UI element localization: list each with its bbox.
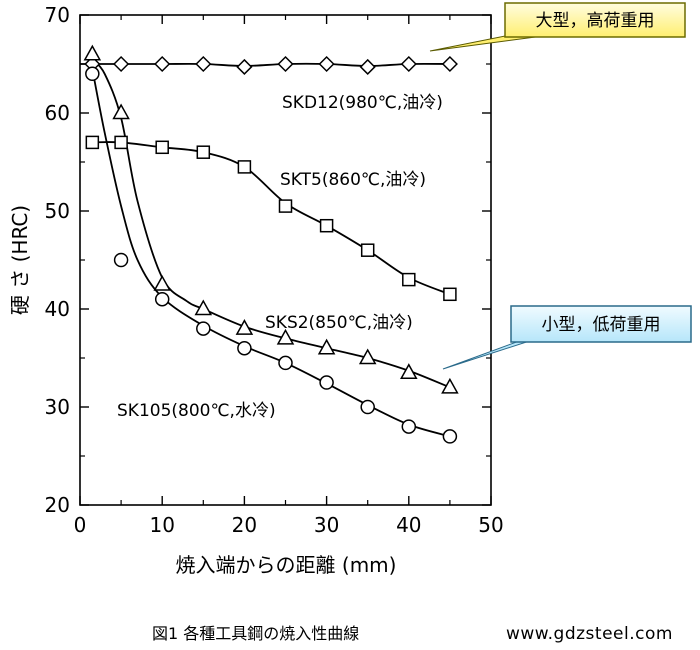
series-label-sks2: SKS2(850℃,油冷) — [265, 313, 413, 333]
series-curves — [79, 58, 451, 438]
point-skd12-diamond — [195, 55, 212, 73]
point-sks2-triangle — [400, 363, 418, 379]
point-skt5-square — [196, 145, 211, 159]
point-skt5-square — [278, 199, 293, 213]
point-skd12-diamond — [154, 55, 171, 73]
point-skd12-diamond — [400, 55, 417, 73]
point-sks2-triangle — [83, 44, 102, 61]
series-line-skd12 — [79, 62, 450, 67]
x-tick-label: 10 — [149, 513, 174, 537]
point-sk105-circle — [319, 375, 334, 390]
callout-large-high-load: 大型，高荷重用 — [429, 2, 686, 52]
callout-box-yellow — [504, 2, 686, 38]
x-tick-label: 50 — [478, 513, 503, 537]
series-label-skt5: SKT5(860℃,油冷) — [280, 170, 426, 190]
point-sks2-triangle — [153, 274, 171, 291]
point-skd12-diamond — [113, 55, 130, 73]
point-sk105-circle — [442, 429, 458, 444]
point-skd12-diamond — [441, 55, 458, 73]
x-tick-label: 40 — [396, 513, 421, 537]
point-sks2-triangle — [235, 319, 254, 335]
point-sks2-triangle — [112, 103, 130, 120]
x-tick-label: 0 — [74, 513, 87, 537]
x-tick-label: 30 — [314, 513, 339, 537]
y-tick-label: 20 — [45, 493, 70, 517]
y-tick-label: 70 — [45, 3, 70, 27]
series-markers — [83, 44, 459, 444]
figure-caption: 図1 各種工具鋼の焼入性曲線 — [152, 624, 359, 643]
point-sk105-circle — [154, 291, 170, 307]
point-skt5-square — [237, 160, 252, 174]
point-sk105-circle — [113, 252, 129, 268]
point-skd12-diamond — [277, 55, 294, 73]
point-skt5-square — [85, 135, 100, 150]
point-skt5-square — [155, 140, 169, 155]
point-sks2-triangle — [358, 348, 377, 365]
callout-text-large-high-load: 大型，高荷重用 — [536, 11, 655, 31]
point-sk105-circle — [278, 355, 293, 371]
tick-labels: 0 10 20 30 40 50 20 30 40 50 60 70 — [45, 3, 504, 537]
point-skt5-square — [114, 135, 128, 150]
point-sks2-triangle — [317, 338, 336, 355]
point-skd12-diamond — [318, 55, 335, 73]
x-tick-label: 20 — [232, 513, 257, 537]
point-sk105-circle — [237, 340, 252, 356]
point-skd12-diamond — [359, 58, 376, 76]
y-tick-label: 30 — [45, 395, 70, 419]
point-skt5-square — [443, 287, 457, 302]
point-sks2-triangle — [441, 377, 459, 394]
point-sks2-triangle — [276, 328, 295, 345]
point-sk105-circle — [401, 419, 417, 434]
point-skt5-square — [360, 243, 375, 257]
point-skd12-diamond — [236, 58, 253, 76]
point-sk105-circle — [85, 66, 100, 82]
point-skt5-square — [319, 218, 334, 233]
callout-text-small-low-load: 小型，低荷重用 — [542, 315, 661, 335]
callout-box-blue — [510, 305, 692, 343]
series-line-skt5 — [92, 141, 451, 296]
point-sk105-circle — [360, 399, 375, 415]
series-label-skd12: SKD12(980℃,油冷) — [282, 93, 443, 113]
callout-small-low-load: 小型，低荷重用 — [442, 305, 692, 370]
y-tick-label: 50 — [45, 199, 70, 223]
series-line-sk105 — [91, 68, 451, 438]
point-sk105-circle — [196, 321, 211, 336]
point-skt5-square — [402, 272, 416, 287]
x-axis-label: 焼入端からの距離 (mm) — [176, 553, 397, 577]
point-sks2-triangle — [194, 299, 213, 316]
series-label-sk105: SK105(800℃,水冷) — [117, 401, 276, 421]
watermark: www.gdzsteel.com — [506, 624, 673, 644]
y-axis-label: 硬 さ (HRC) — [8, 205, 32, 315]
axis-ticks — [79, 14, 492, 506]
y-tick-label: 60 — [45, 101, 70, 125]
y-tick-label: 40 — [45, 297, 70, 321]
